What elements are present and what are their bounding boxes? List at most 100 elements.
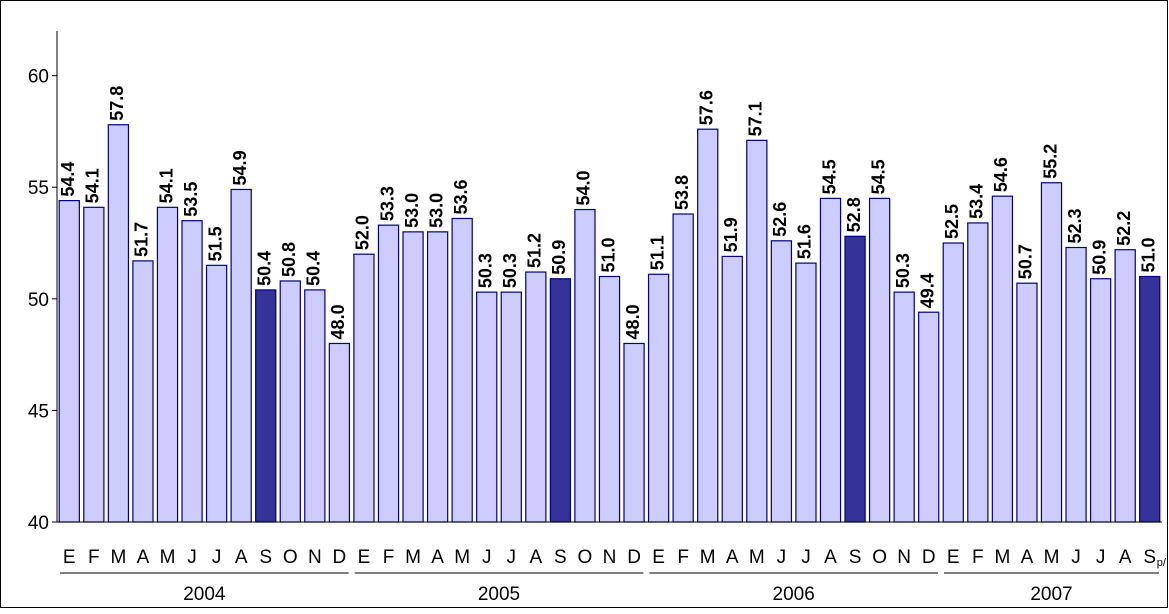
x-tick-label: J bbox=[187, 547, 197, 568]
bar bbox=[1089, 278, 1112, 523]
value-label: 50.7 bbox=[1016, 244, 1036, 279]
y-tick-label: 45 bbox=[28, 401, 49, 422]
value-label: 54.0 bbox=[574, 170, 594, 205]
x-tick-label: A bbox=[824, 547, 837, 568]
x-tick-label: A bbox=[1119, 547, 1132, 568]
x-tick-label: J bbox=[777, 547, 787, 568]
bar bbox=[1114, 249, 1136, 523]
value-label: 51.5 bbox=[205, 226, 225, 261]
x-tick-label: N bbox=[897, 547, 911, 568]
bar bbox=[230, 188, 252, 523]
x-tick-label: N bbox=[308, 547, 322, 568]
x-tick-label: J bbox=[507, 547, 517, 568]
x-tick-label: M bbox=[994, 547, 1010, 568]
x-tick-label: M bbox=[160, 547, 176, 568]
bar bbox=[549, 278, 572, 523]
bar bbox=[1040, 182, 1063, 523]
bar bbox=[893, 291, 915, 523]
x-tick-label: F bbox=[972, 547, 984, 568]
y-tick-label: 40 bbox=[28, 513, 49, 534]
value-label: 51.7 bbox=[132, 222, 152, 257]
value-label: 49.4 bbox=[917, 273, 937, 308]
x-tick-label: M bbox=[1044, 547, 1060, 568]
group-label: 2004 bbox=[183, 584, 226, 605]
bar bbox=[132, 260, 154, 523]
x-tick-label: A bbox=[137, 547, 150, 568]
bar bbox=[353, 253, 375, 523]
value-label: 57.6 bbox=[696, 90, 716, 125]
bar bbox=[107, 124, 130, 523]
x-tick-label: F bbox=[383, 547, 395, 568]
x-tick-label: O bbox=[283, 547, 298, 568]
bar bbox=[795, 262, 817, 523]
bar bbox=[770, 240, 793, 523]
bar bbox=[279, 280, 301, 523]
x-tick-label: E bbox=[358, 547, 371, 568]
value-label: 54.1 bbox=[156, 168, 176, 203]
category-note: p/ bbox=[1157, 557, 1167, 569]
value-label: 54.5 bbox=[819, 159, 839, 194]
value-label: 51.0 bbox=[598, 237, 618, 272]
x-tick-label: E bbox=[652, 547, 665, 568]
value-label: 57.8 bbox=[107, 86, 127, 121]
bar bbox=[156, 206, 179, 523]
value-label: 54.1 bbox=[83, 168, 103, 203]
x-tick-label: A bbox=[726, 547, 739, 568]
bar bbox=[304, 289, 326, 523]
value-label: 50.9 bbox=[1089, 240, 1109, 275]
x-tick-label: D bbox=[627, 547, 641, 568]
bar bbox=[1139, 275, 1161, 523]
bar bbox=[746, 139, 768, 523]
value-label: 52.5 bbox=[942, 204, 962, 239]
value-label: 50.9 bbox=[549, 240, 569, 275]
x-tick-label: A bbox=[1021, 547, 1034, 568]
x-tick-label: F bbox=[88, 547, 100, 568]
x-tick-label: A bbox=[235, 547, 248, 568]
value-label: 53.4 bbox=[967, 184, 987, 219]
bar bbox=[697, 128, 719, 523]
x-tick-label: D bbox=[333, 547, 347, 568]
value-label: 50.4 bbox=[254, 251, 274, 286]
bar bbox=[1016, 282, 1038, 523]
bar bbox=[623, 342, 645, 523]
bar bbox=[205, 264, 228, 523]
y-tick-label: 55 bbox=[28, 178, 49, 199]
bar bbox=[181, 220, 203, 523]
bar bbox=[844, 235, 866, 523]
value-label: 50.3 bbox=[475, 253, 495, 288]
bar bbox=[721, 255, 743, 523]
bar bbox=[672, 213, 694, 523]
x-tick-label: J bbox=[482, 547, 492, 568]
value-label: 48.0 bbox=[623, 304, 643, 339]
value-label: 50.4 bbox=[304, 251, 324, 286]
value-label: 53.3 bbox=[377, 186, 397, 221]
x-tick-label: M bbox=[454, 547, 470, 568]
bar bbox=[868, 197, 891, 523]
y-tick-label: 60 bbox=[28, 67, 49, 88]
value-label: 53.6 bbox=[451, 179, 471, 214]
group-label: 2007 bbox=[1030, 584, 1072, 605]
value-label: 54.5 bbox=[868, 159, 888, 194]
value-label: 51.6 bbox=[795, 224, 815, 259]
bar bbox=[377, 224, 400, 523]
x-tick-label: J bbox=[212, 547, 222, 568]
x-tick-label: E bbox=[947, 547, 960, 568]
value-label: 53.0 bbox=[426, 193, 446, 228]
x-tick-label: M bbox=[749, 547, 765, 568]
x-tick-label: S bbox=[554, 547, 567, 568]
x-tick-label: J bbox=[1071, 547, 1081, 568]
x-tick-label: M bbox=[405, 547, 421, 568]
bar bbox=[402, 231, 424, 523]
x-tick-label: F bbox=[677, 547, 689, 568]
bar bbox=[255, 289, 277, 523]
value-label: 55.2 bbox=[1040, 144, 1060, 179]
bar bbox=[819, 197, 842, 523]
value-label: 50.3 bbox=[893, 253, 913, 288]
x-tick-label: S bbox=[1143, 547, 1156, 568]
bar bbox=[967, 222, 989, 523]
x-tick-label: A bbox=[431, 547, 444, 568]
value-label: 54.4 bbox=[58, 162, 78, 197]
y-tick-label: 50 bbox=[28, 290, 49, 311]
bar bbox=[83, 206, 105, 523]
